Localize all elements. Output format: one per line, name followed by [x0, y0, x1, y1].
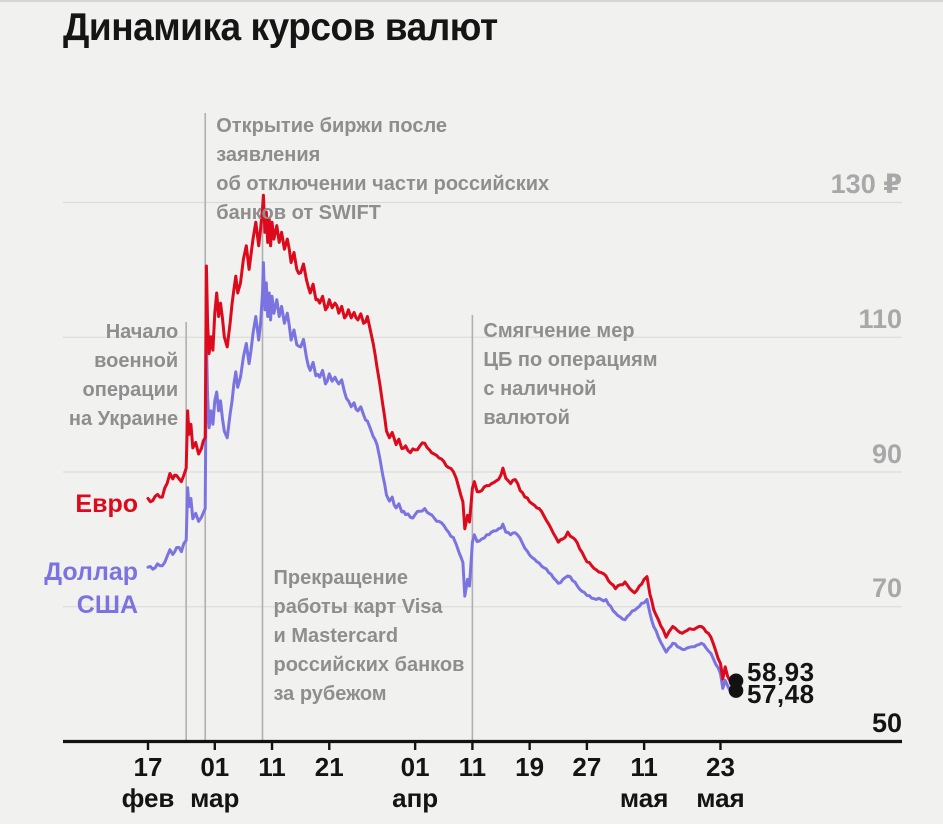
y-axis-label: 50 [871, 708, 902, 738]
series-line-euro [146, 193, 732, 683]
annotation-line: об отключении части российских [216, 173, 550, 195]
x-tick-day: 17 [133, 752, 163, 782]
top-edge [0, 0, 943, 2]
annotation-line: валютой [483, 407, 570, 429]
x-tick-day: 21 [314, 752, 344, 782]
annotation-line: Открытие биржи после заявления [216, 115, 448, 166]
annotation-line: на Украине [68, 408, 179, 430]
x-tick-day: 27 [572, 752, 602, 782]
end-value-dollar: 57,48 [747, 678, 815, 709]
annotation-line: за рубежом [273, 683, 387, 705]
x-tick-day: 23 [705, 752, 735, 782]
series-label-line: Доллар [44, 558, 138, 586]
annotation-line: и Mastercard [273, 625, 399, 647]
x-tick-month: фев [121, 783, 175, 813]
annotation-line: с наличной [483, 378, 597, 400]
x-tick-day: 11 [458, 752, 487, 782]
x-tick-day: 01 [200, 752, 230, 782]
series-label-dollar: Доллар США [0, 556, 138, 622]
y-axis-label: 70 [871, 573, 902, 604]
annotation-line: банков от SWIFT [216, 202, 381, 224]
annotation-line: работы карт Visa [273, 596, 443, 618]
annotation-line: российских банков [273, 654, 465, 676]
x-tick-month: мая [619, 783, 669, 813]
event-annotation: Начало военной операции на Украине [0, 318, 178, 434]
chart-title: Динамика курсов валют [63, 6, 498, 49]
bottom-edge [0, 824, 943, 828]
annotation-line: Смягчение мер [483, 320, 635, 342]
annotation-line: военной [94, 350, 179, 372]
series-line-dollar [146, 261, 732, 693]
x-tick-day: 19 [515, 752, 545, 782]
end-value-euro: 58,93 [747, 656, 815, 687]
x-tick-month: мар [190, 783, 240, 813]
x-tick-day: 01 [400, 752, 430, 782]
annotation-line: Прекращение [273, 567, 409, 589]
event-annotation: Открытие биржи после заявления об отключе… [216, 112, 556, 228]
y-axis-label: 110 [858, 303, 902, 334]
x-tick-month: апр [392, 783, 439, 813]
x-tick-month: мая [696, 783, 745, 813]
annotation-line: Начало [105, 321, 179, 343]
series-label-line: Евро [75, 490, 138, 518]
x-tick-day: 11 [258, 752, 286, 782]
annotation-line: операции [82, 379, 179, 401]
series-label-line: США [76, 591, 138, 619]
event-annotation: Смягчение мер ЦБ по операциям с наличной ва… [483, 317, 823, 433]
y-axis-label: 90 [871, 438, 902, 469]
annotation-line: ЦБ по операциям [483, 349, 658, 371]
x-tick-day: 11 [630, 752, 658, 782]
series-label-euro: Евро [0, 488, 138, 521]
y-axis-label: 130 ₽ [830, 169, 902, 199]
end-dot-dollar [728, 683, 744, 698]
event-annotation: Прекращение работы карт Visa и Mastercard р… [273, 564, 613, 709]
